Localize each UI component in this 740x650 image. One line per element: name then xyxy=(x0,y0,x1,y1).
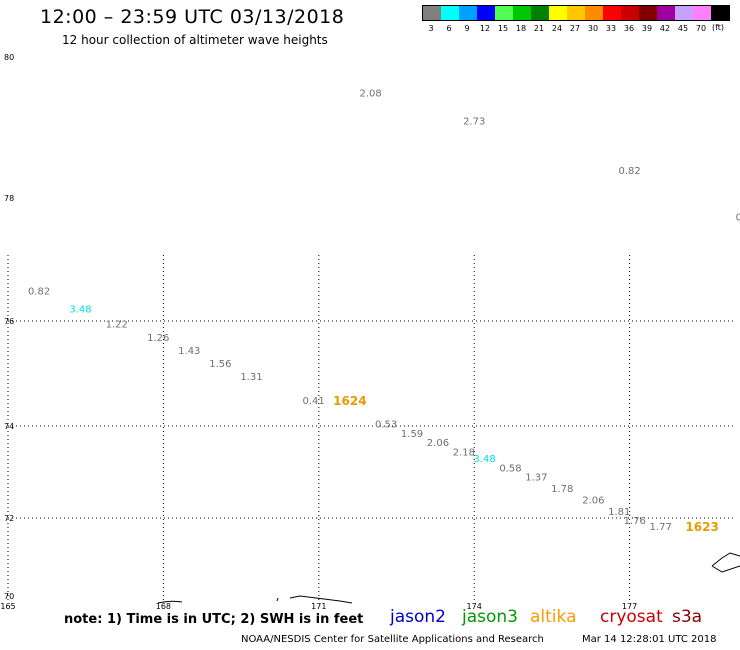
pass-time-label: 1624 xyxy=(333,394,366,408)
wave-height-points: 2.08 2.73 0.82 0.7 0.82 3.48 1.22 1.26 1.43 1.56 1… xyxy=(28,88,740,533)
legend-label: 36 xyxy=(623,24,635,33)
wave-height-value: 2.73 xyxy=(463,116,485,127)
footer-credit: NOAA/NESDIS Center for Satellite Applica… xyxy=(241,634,544,645)
wave-height-value: 1.76 xyxy=(624,516,646,527)
y-tick-label: 72 xyxy=(4,514,14,523)
y-tick-label: 78 xyxy=(4,194,14,203)
legend-swatch xyxy=(459,6,477,20)
legend-label: 30 xyxy=(587,24,599,33)
wave-height-value: 3.48 xyxy=(69,305,91,316)
wave-height-value: 2.08 xyxy=(359,88,381,99)
legend-swatch xyxy=(657,6,675,20)
coastline-segment xyxy=(157,600,183,604)
wave-height-value: 1.31 xyxy=(240,372,262,383)
coastline xyxy=(157,552,740,604)
legend-label: 39 xyxy=(641,24,653,33)
coastline-segment xyxy=(711,552,740,567)
wave-height-value: 0.41 xyxy=(302,396,324,407)
legend-swatch xyxy=(531,6,549,20)
legend-swatch xyxy=(567,6,585,20)
legend-swatch xyxy=(621,6,639,20)
wave-height-value: 1.81 xyxy=(608,507,630,518)
coastline-segment xyxy=(276,597,279,602)
wave-height-value: 2.06 xyxy=(582,496,604,507)
axis-tick-labels: 165 168 171 174 177 80 78 76 74 72 70 xyxy=(0,53,637,611)
y-tick-label: 74 xyxy=(4,422,14,431)
legend-label: 42 xyxy=(659,24,671,33)
legend-swatch xyxy=(603,6,621,20)
x-tick-label: 174 xyxy=(467,602,482,611)
wave-height-value: 1.78 xyxy=(551,484,573,495)
legend-label: 9 xyxy=(464,24,470,33)
legend-swatch xyxy=(711,6,729,20)
wave-height-value: 1.37 xyxy=(525,473,547,484)
coastline-segment xyxy=(289,595,353,604)
satellite-name-jason2: jason2 xyxy=(390,607,446,627)
wave-height-value: 1.43 xyxy=(178,346,200,357)
wave-height-value: 1.59 xyxy=(401,429,423,440)
legend-swatch xyxy=(513,6,531,20)
legend-swatch xyxy=(549,6,567,20)
wave-height-value: 1.22 xyxy=(106,320,128,331)
legend-unit: (ft) xyxy=(712,23,725,32)
wave-height-value: 0.53 xyxy=(375,419,397,430)
color-legend: 3 6 9 12 15 18 21 24 27 30 33 36 39 42 45 70 (ft) xyxy=(422,5,730,33)
legend-label: 12 xyxy=(479,24,491,33)
map-title: 12:00 – 23:59 UTC 03/13/2018 xyxy=(40,6,345,28)
legend-swatch xyxy=(477,6,495,20)
pass-time-labels: 1624 1623 xyxy=(333,394,719,534)
x-tick-label: 177 xyxy=(622,602,637,611)
y-tick-label: 80 xyxy=(4,53,14,62)
wave-height-value: 0.7 xyxy=(736,212,740,223)
legend-label: 24 xyxy=(551,24,563,33)
y-tick-label: 70 xyxy=(4,592,14,601)
legend-label: 3 xyxy=(428,24,434,33)
legend-color-bar xyxy=(422,5,730,21)
legend-label: 70 xyxy=(695,24,707,33)
legend-swatch xyxy=(585,6,603,20)
legend-swatch xyxy=(423,6,441,20)
wave-height-value: 0.58 xyxy=(499,463,521,474)
legend-label: 45 xyxy=(677,24,689,33)
x-tick-label: 168 xyxy=(156,602,171,611)
map-grid xyxy=(7,255,736,600)
legend-swatch xyxy=(495,6,513,20)
map-subtitle: 12 hour collection of altimeter wave hei… xyxy=(62,33,328,47)
wave-height-value: 0.82 xyxy=(28,286,50,297)
footer-timestamp: Mar 14 12:28:01 UTC 2018 xyxy=(582,634,717,645)
legend-label: 18 xyxy=(515,24,527,33)
wave-height-value: 3.48 xyxy=(473,454,495,465)
satellite-name-jason3: jason3 xyxy=(462,607,518,627)
wave-height-value: 2.18 xyxy=(453,447,475,458)
wave-height-value: 1.56 xyxy=(209,359,231,370)
satellite-name-s3a: s3a xyxy=(672,607,703,627)
coastline-segment xyxy=(711,565,740,573)
legend-label: 6 xyxy=(446,24,452,33)
wave-height-value: 1.77 xyxy=(650,522,672,533)
x-tick-label: 165 xyxy=(0,602,15,611)
legend-swatch xyxy=(441,6,459,20)
wave-height-value: 1.26 xyxy=(147,333,169,344)
wave-height-value: 0.82 xyxy=(618,166,640,177)
wave-height-value: 2.06 xyxy=(427,438,449,449)
legend-labels: 3 6 9 12 15 18 21 24 27 30 33 36 39 42 45 70 xyxy=(422,24,730,33)
pass-time-label: 1623 xyxy=(685,520,718,534)
legend-label: 27 xyxy=(569,24,581,33)
legend-label: 33 xyxy=(605,24,617,33)
satellite-name-cryosat: cryosat xyxy=(600,607,663,627)
legend-swatch xyxy=(639,6,657,20)
x-tick-label: 171 xyxy=(311,602,326,611)
legend-label: 15 xyxy=(497,24,509,33)
footer-note: note: 1) Time is in UTC; 2) SWH is in fe… xyxy=(64,612,364,627)
legend-swatch xyxy=(675,6,693,20)
legend-swatch xyxy=(693,6,711,20)
y-tick-label: 76 xyxy=(4,317,14,326)
legend-label: 21 xyxy=(533,24,545,33)
satellite-name-altika: altika xyxy=(530,607,577,627)
